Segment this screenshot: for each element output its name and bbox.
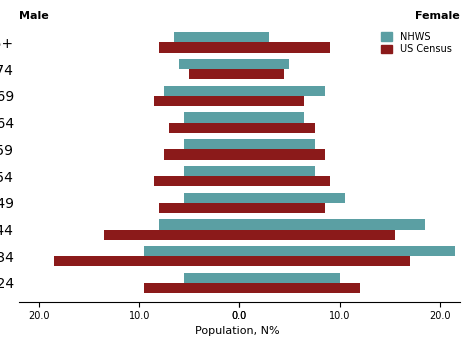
Bar [189, 69, 239, 79]
Bar [144, 246, 239, 256]
Bar [184, 139, 239, 149]
Bar [239, 166, 315, 176]
Bar [159, 219, 239, 230]
Bar [154, 96, 239, 106]
Text: Population, N%: Population, N% [195, 326, 279, 336]
Bar [104, 230, 239, 240]
Bar [239, 69, 284, 79]
Bar [239, 219, 425, 230]
Bar [184, 113, 239, 123]
Legend: NHWS, US Census: NHWS, US Census [378, 28, 455, 57]
Bar [184, 193, 239, 203]
Bar [159, 42, 239, 53]
Bar [239, 96, 304, 106]
Bar [164, 149, 239, 160]
Bar [159, 203, 239, 213]
Bar [239, 42, 329, 53]
Bar [239, 149, 325, 160]
Bar [239, 176, 329, 186]
Bar [184, 166, 239, 176]
Bar [179, 59, 239, 69]
Bar [164, 86, 239, 96]
Bar [239, 193, 345, 203]
Bar [239, 32, 269, 42]
Text: Male: Male [19, 11, 49, 21]
Bar [54, 256, 239, 266]
Bar [239, 123, 315, 133]
Bar [239, 113, 304, 123]
Bar [239, 256, 410, 266]
Text: Female: Female [415, 11, 460, 21]
Bar [169, 123, 239, 133]
Bar [239, 59, 290, 69]
Bar [239, 230, 395, 240]
Bar [239, 283, 360, 293]
Bar [239, 203, 325, 213]
Bar [239, 246, 455, 256]
Bar [239, 86, 325, 96]
Bar [174, 32, 239, 42]
Bar [239, 139, 315, 149]
Bar [154, 176, 239, 186]
Bar [144, 283, 239, 293]
Bar [184, 273, 239, 283]
Bar [239, 273, 339, 283]
